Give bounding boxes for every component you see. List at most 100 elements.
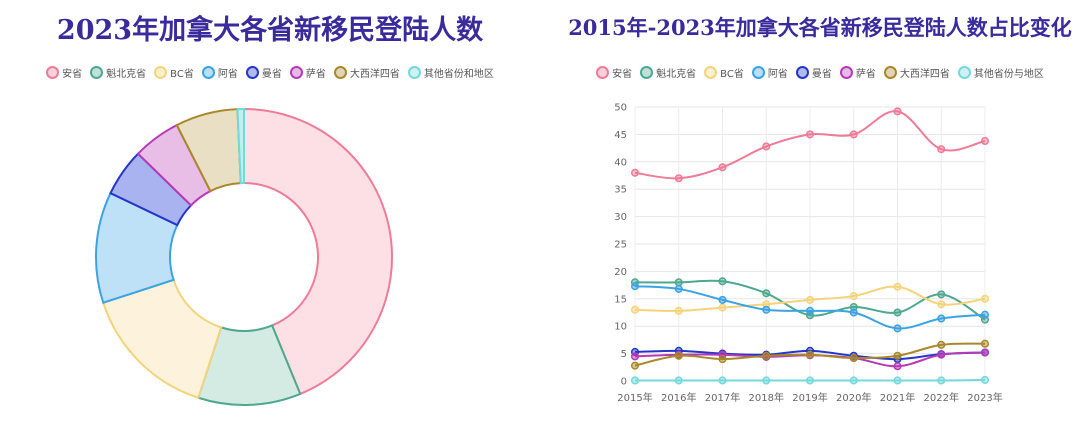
legend-swatch-icon — [245, 66, 259, 79]
legend-label: 萨省 — [305, 69, 326, 80]
series-point[interactable] — [674, 376, 683, 385]
series-point[interactable] — [980, 348, 990, 357]
legend-item-item-3[interactable]: 阿省 — [751, 64, 788, 81]
series-point[interactable] — [980, 339, 990, 348]
series-point[interactable] — [893, 362, 902, 371]
donut-slice-item-0[interactable] — [243, 107, 393, 396]
legend-swatch-icon — [90, 66, 104, 79]
donut-slice-item-7[interactable] — [236, 107, 245, 185]
series-point[interactable] — [718, 303, 727, 312]
series-point[interactable] — [630, 305, 640, 314]
legend-item-item-6[interactable]: 大西洋四省 — [333, 64, 400, 81]
legend-item-item-4[interactable]: 曼省 — [245, 64, 282, 81]
y-tick-label: 45 — [614, 130, 627, 141]
series-line-item-0 — [634, 110, 986, 180]
series-point[interactable] — [630, 168, 640, 177]
legend-swatch-icon — [154, 66, 168, 79]
series-point[interactable] — [630, 352, 640, 361]
series-point[interactable] — [980, 136, 990, 146]
series-point[interactable] — [893, 376, 902, 385]
series-line-item-1 — [634, 279, 986, 321]
legend-label: 安省 — [62, 69, 83, 80]
legend-item-item-4[interactable]: 曼省 — [795, 64, 832, 81]
series-point[interactable] — [937, 340, 946, 349]
series-point[interactable] — [937, 314, 946, 323]
legend-swatch-icon — [883, 66, 897, 79]
series-line-item-6 — [634, 342, 986, 367]
series-point[interactable] — [718, 376, 727, 385]
legend-label: 大西洋四省 — [349, 69, 400, 80]
series-point[interactable] — [762, 351, 771, 360]
legend-label: 魁北克省 — [106, 69, 147, 80]
legend-item-item-5[interactable]: 萨省 — [289, 64, 326, 81]
series-point[interactable] — [937, 145, 946, 154]
series-point[interactable] — [762, 300, 771, 309]
series-point[interactable] — [762, 376, 771, 385]
series-line-item-2 — [634, 285, 986, 312]
series-point[interactable] — [805, 350, 815, 359]
series-point[interactable] — [893, 308, 902, 317]
series-point[interactable] — [674, 174, 683, 183]
legend-swatch-icon — [839, 66, 853, 79]
legend-label: 其他省份与地区 — [973, 69, 1044, 80]
series-point[interactable] — [762, 305, 771, 314]
donut-chart-panel: 2023年加拿大各省新移民登陆人数 安省 魁北克省 BC省 阿省 曼省 萨省 大西洋四省 其他… — [46, 15, 494, 406]
series-point[interactable] — [762, 142, 771, 151]
series-point[interactable] — [980, 310, 990, 319]
series-point[interactable] — [937, 300, 946, 309]
series-point[interactable] — [980, 375, 990, 384]
series-point[interactable] — [630, 282, 640, 291]
series-point[interactable] — [674, 284, 683, 293]
series-point[interactable] — [893, 351, 902, 360]
legend-item-item-0[interactable]: 安省 — [596, 64, 632, 81]
series-point[interactable] — [937, 376, 946, 385]
series-point[interactable] — [849, 376, 858, 385]
series-point[interactable] — [674, 306, 683, 315]
legend-label: 曼省 — [261, 69, 282, 80]
series-point[interactable] — [718, 355, 727, 364]
line-chart-title: 2015年-2023年加拿大各省新移民登陆人数占比变化 — [568, 15, 1072, 40]
legend-item-item-2[interactable]: BC省 — [154, 64, 194, 81]
series-point[interactable] — [849, 302, 858, 312]
series-point[interactable] — [762, 289, 771, 298]
donut-chart-title: 2023年加拿大各省新移民登陆人数 — [56, 15, 484, 46]
series-point[interactable] — [630, 376, 640, 385]
legend-item-item-5[interactable]: 萨省 — [839, 64, 876, 81]
series-point[interactable] — [937, 290, 946, 299]
series-point[interactable] — [805, 376, 815, 385]
series-point[interactable] — [674, 278, 683, 287]
series-point[interactable] — [849, 130, 858, 139]
series-point[interactable] — [980, 294, 990, 303]
legend-item-item-2[interactable]: BC省 — [704, 64, 744, 81]
series-point[interactable] — [630, 361, 640, 370]
series-point[interactable] — [849, 353, 858, 363]
legend-label: 阿省 — [767, 69, 788, 80]
series-point[interactable] — [893, 324, 902, 333]
legend-item-item-3[interactable]: 阿省 — [201, 64, 238, 81]
x-tick-label: 2016年 — [661, 391, 696, 404]
y-tick-label: 5 — [621, 349, 627, 360]
series-point[interactable] — [849, 308, 858, 317]
legend-item-item-6[interactable]: 大西洋四省 — [883, 64, 950, 81]
series-point[interactable] — [937, 350, 946, 359]
legend-item-item-7[interactable]: 其他省份与地区 — [957, 64, 1044, 81]
series-point[interactable] — [674, 351, 683, 360]
series-point[interactable] — [849, 292, 858, 301]
legend-swatch-icon — [957, 66, 971, 79]
line-chart-panel: 2015年-2023年加拿大各省新移民登陆人数占比变化 安省 魁北克省 BC省 阿省 曼… — [560, 0, 1080, 431]
legend-item-item-1[interactable]: 魁北克省 — [640, 64, 696, 81]
series-point[interactable] — [805, 306, 815, 315]
series-point[interactable] — [718, 163, 727, 172]
series-point[interactable] — [893, 282, 902, 291]
legend-item-item-7[interactable]: 其他省份和地区 — [407, 64, 494, 81]
legend-item-item-0[interactable]: 安省 — [46, 64, 82, 81]
series-point[interactable] — [805, 130, 815, 139]
series-point[interactable] — [718, 277, 727, 286]
series-point[interactable] — [893, 107, 902, 116]
legend-item-item-1[interactable]: 魁北克省 — [90, 64, 146, 81]
series-point[interactable] — [805, 295, 815, 304]
legend-swatch-icon — [704, 66, 718, 79]
legend-label: 魁北克省 — [656, 69, 697, 80]
legend-swatch-icon — [201, 66, 215, 79]
series-point[interactable] — [718, 295, 727, 304]
